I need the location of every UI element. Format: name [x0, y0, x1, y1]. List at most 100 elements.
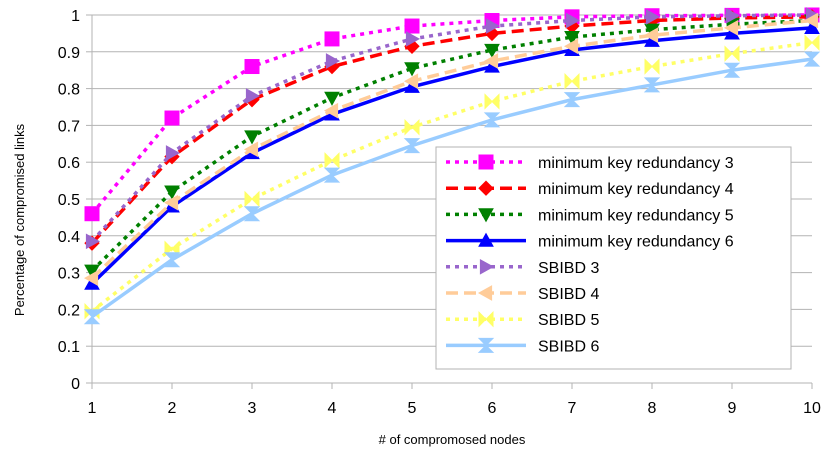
- legend-item: SBIBD 5: [446, 310, 599, 329]
- series-line: [90, 15, 813, 245]
- data-point: [478, 208, 494, 223]
- legend-label: SBIBD 3: [538, 260, 599, 277]
- data-point: [725, 7, 741, 24]
- legend-label: SBIBD 6: [538, 338, 599, 355]
- x-tick-labels: 1 2 3 4 5 6 7 8 9 10: [88, 400, 821, 417]
- data-point: [324, 91, 340, 106]
- legend-label: SBIBD 4: [538, 286, 599, 303]
- legend-label: minimum key redundancy 6: [538, 234, 734, 251]
- data-point: [643, 77, 661, 93]
- data-point: [404, 119, 420, 136]
- legend-label: minimum key redundancy 5: [538, 207, 734, 224]
- data-point: [84, 206, 100, 222]
- series-line: [90, 26, 813, 285]
- data-point: [803, 12, 819, 29]
- data-point: [404, 62, 420, 77]
- data-point: [244, 190, 260, 208]
- y-tick-label: 0.4: [58, 229, 80, 246]
- data-point: [164, 185, 180, 200]
- y-tick-label: 0.3: [58, 266, 80, 283]
- data-point: [478, 180, 494, 196]
- series-line: [90, 57, 813, 319]
- data-point: [643, 27, 659, 44]
- series-group: [83, 7, 821, 325]
- data-point: [565, 12, 581, 29]
- data-point: [483, 112, 501, 128]
- series-5: [85, 7, 821, 250]
- data-point: [325, 53, 341, 69]
- data-point: [324, 31, 340, 47]
- y-tick-label: 0.9: [58, 45, 80, 62]
- data-point: [563, 92, 581, 108]
- y-tick-label: 0.5: [58, 192, 80, 209]
- y-tick-label: 1: [71, 8, 80, 25]
- y-tick-label: 0.8: [58, 82, 80, 99]
- data-point: [163, 194, 179, 211]
- data-point: [83, 309, 101, 325]
- data-point: [478, 154, 494, 170]
- data-point: [403, 73, 419, 90]
- x-tick-label: 1: [88, 400, 97, 417]
- data-point: [85, 233, 101, 250]
- x-tick-label: 10: [803, 400, 821, 417]
- data-point: [478, 232, 494, 247]
- data-point: [244, 130, 260, 145]
- legend-label: minimum key redundancy 3: [538, 155, 734, 172]
- legend-item: minimum key redundancy 3: [446, 154, 734, 172]
- data-point: [165, 145, 181, 161]
- series-line: [90, 13, 813, 215]
- legend-box: [435, 146, 792, 370]
- data-point: [244, 59, 260, 75]
- series-line: [90, 18, 813, 280]
- x-axis-label: # of compromosed nodes: [379, 432, 526, 447]
- legend-item: minimum key redundancy 4: [446, 180, 734, 198]
- legend: minimum key redundancy 3 minimum key redu…: [435, 146, 792, 370]
- data-point: [404, 18, 420, 34]
- data-point: [163, 252, 181, 268]
- data-point: [405, 31, 421, 47]
- data-point: [724, 45, 740, 62]
- data-point: [484, 43, 500, 58]
- data-point: [645, 8, 661, 25]
- y-tick-label: 0.7: [58, 118, 80, 135]
- data-point: [477, 285, 493, 301]
- series-line: [90, 18, 813, 273]
- data-point: [243, 206, 261, 222]
- data-point: [245, 88, 261, 104]
- data-point: [84, 264, 100, 279]
- legend-item: minimum key redundancy 6: [446, 232, 734, 251]
- data-point: [564, 73, 580, 90]
- data-point: [323, 167, 341, 183]
- legend-item: SBIBD 6: [446, 337, 599, 355]
- data-point: [563, 38, 579, 55]
- data-point: [403, 138, 421, 154]
- series-line: [90, 40, 813, 313]
- data-point: [243, 141, 259, 158]
- data-point: [323, 102, 339, 119]
- x-tick-label: 4: [328, 400, 337, 417]
- data-point: [804, 34, 820, 51]
- x-tick-label: 8: [648, 400, 657, 417]
- series-line: [90, 13, 813, 243]
- data-point: [485, 18, 501, 34]
- data-point: [477, 337, 495, 353]
- data-point: [479, 258, 495, 275]
- data-point: [164, 110, 180, 126]
- x-tick-label: 3: [248, 400, 257, 417]
- data-point: [83, 270, 99, 286]
- data-point: [478, 310, 494, 328]
- data-point: [723, 20, 739, 36]
- series-7: [84, 34, 820, 320]
- data-point: [484, 93, 500, 110]
- x-tick-label: 9: [728, 400, 737, 417]
- y-tick-label: 0: [71, 376, 80, 393]
- legend-item: SBIBD 4: [446, 285, 599, 303]
- x-tick-label: 5: [408, 400, 417, 417]
- y-tick-label: 0.6: [58, 155, 80, 172]
- y-tick-label: 0.1: [58, 339, 80, 356]
- y-axis-label: Percentage of compromised links: [12, 123, 27, 316]
- data-point: [723, 62, 741, 78]
- legend-label: SBIBD 5: [538, 312, 599, 329]
- series-6: [83, 12, 819, 286]
